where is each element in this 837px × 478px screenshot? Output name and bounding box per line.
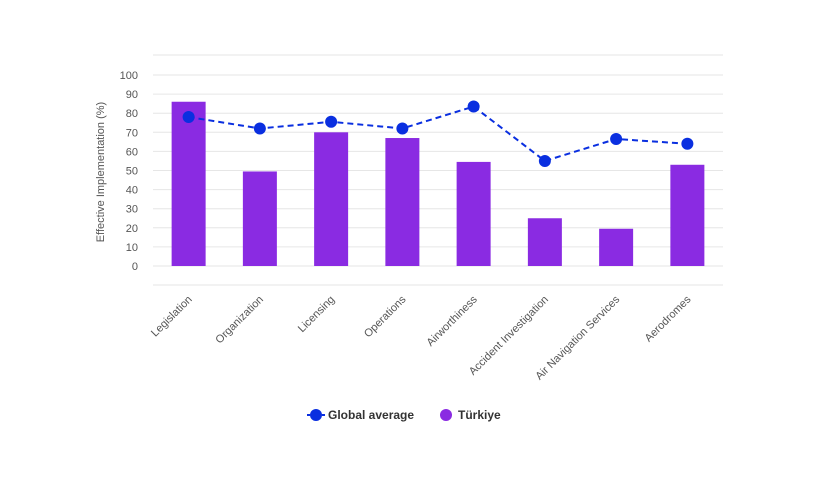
point-global-average-1: [253, 122, 266, 135]
point-global-average-7: [681, 137, 694, 150]
x-tick-label: Legislation: [149, 294, 195, 340]
legend-marker-global-average: [310, 409, 322, 421]
bar-Türkiye-2: [314, 132, 349, 266]
y-tick-label: 20: [126, 223, 138, 235]
y-tick-label: 100: [120, 70, 138, 82]
bar-Türkiye-6: [599, 228, 634, 266]
y-tick-label: 60: [126, 146, 138, 158]
y-tick-label: 0: [132, 261, 138, 273]
point-global-average-3: [396, 122, 409, 135]
x-tick-label: Aerodromes: [643, 293, 694, 344]
x-tick-label: Air Navigation Services: [533, 293, 622, 382]
x-tick-label: Operations: [362, 293, 409, 340]
bar-Türkiye-5: [527, 218, 562, 266]
bar-Türkiye-3: [385, 138, 420, 266]
bar-Türkiye-1: [242, 171, 277, 266]
legend: Global average Türkiye: [307, 408, 501, 422]
y-tick-label: 50: [126, 166, 138, 178]
line-layer: [182, 100, 694, 167]
point-global-average-2: [325, 115, 338, 128]
x-tick-label: Airworthiness: [425, 293, 481, 349]
legend-label: Global average: [328, 408, 414, 422]
grid-layer: [153, 54, 723, 286]
bar-Türkiye-7: [670, 164, 705, 266]
x-tick-label: Organization: [213, 294, 266, 347]
point-global-average-0: [182, 111, 195, 124]
bar-Türkiye-4: [456, 161, 491, 266]
y-tick-label: 10: [126, 242, 138, 254]
legend-label: Türkiye: [458, 408, 501, 422]
legend-marker-turkiye: [440, 409, 452, 421]
y-axis-label: Effective Implementation (%): [95, 102, 107, 242]
y-tick-label: 70: [126, 127, 138, 139]
bar-Türkiye-0: [171, 101, 206, 267]
x-tick-label: Licensing: [296, 294, 337, 335]
point-global-average-4: [467, 100, 480, 113]
y-tick-label: 30: [126, 204, 138, 216]
point-global-average-6: [610, 132, 623, 145]
series-line-global-average: [188, 105, 688, 163]
bars-layer: [171, 101, 705, 267]
point-global-average-5: [538, 154, 551, 167]
y-tick-label: 80: [126, 108, 138, 120]
x-tick-label: Accident Investigation: [467, 294, 551, 378]
y-tick-label: 40: [126, 185, 138, 197]
y-tick-label: 90: [126, 89, 138, 101]
